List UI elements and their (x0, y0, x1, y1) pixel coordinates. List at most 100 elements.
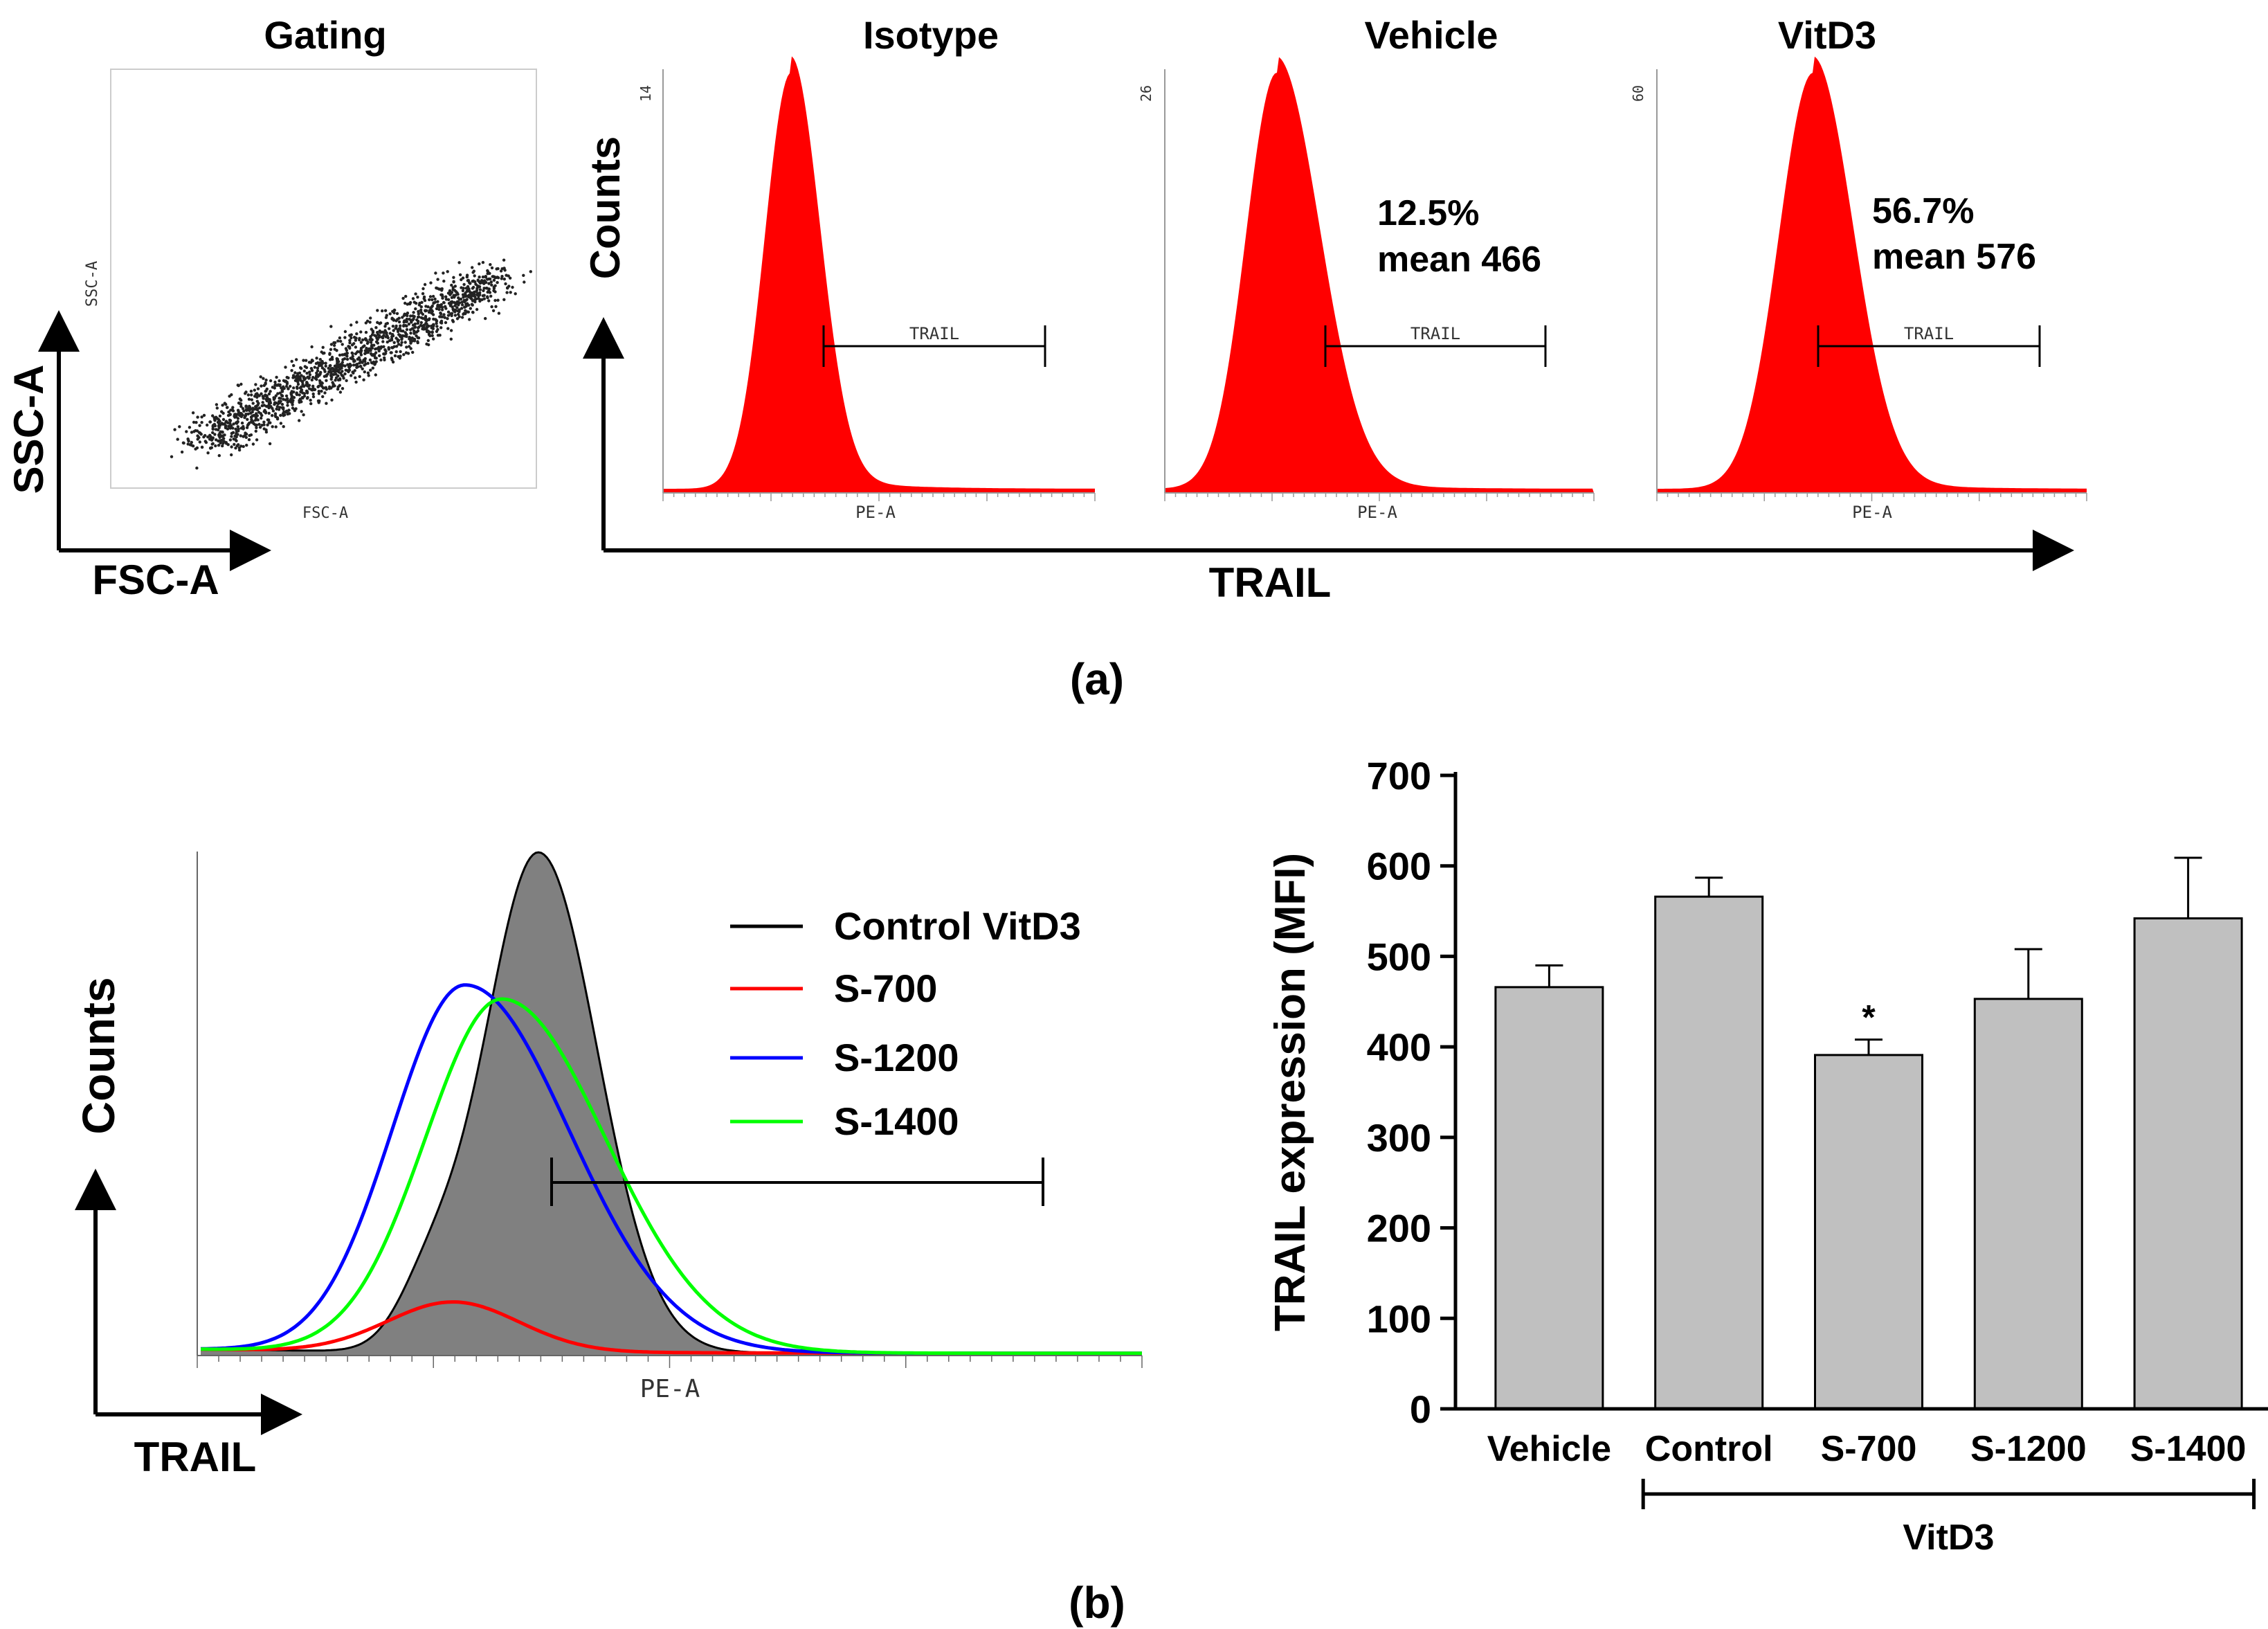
scatter-dot (170, 455, 174, 458)
vitd3-group-bracket: VitD3 (1641, 1479, 2256, 1558)
scatter-dot (465, 289, 469, 294)
scatter-dot (354, 345, 358, 349)
scatter-dot (343, 364, 347, 368)
panel-a-label: (a) (1070, 654, 1124, 704)
scatter-dot (282, 414, 285, 417)
scatter-dot (345, 352, 349, 355)
scatter-dot (388, 312, 392, 316)
scatter-dot (391, 332, 394, 336)
trail-gate: TRAIL (1817, 324, 2041, 367)
scatter-dot (282, 386, 285, 390)
scatter-dot (257, 406, 262, 410)
scatter-dot (302, 369, 306, 373)
scatter-dot (250, 417, 253, 422)
scatter-dot (264, 381, 267, 385)
gating-plot-frame (110, 69, 537, 489)
scatter-dot (366, 371, 370, 375)
scatter-dot (394, 326, 398, 330)
scatter-dot (217, 444, 221, 447)
scatter-dot (352, 371, 355, 375)
scatter-dot (176, 438, 179, 441)
scatter-dot (346, 369, 350, 372)
scatter-dot (471, 271, 475, 274)
scatter-dot (271, 425, 274, 429)
scatter-dot (439, 326, 443, 330)
scatter-dot (419, 321, 423, 325)
scatter-dot (235, 439, 238, 442)
scatter-dot (295, 375, 298, 378)
scatter-dot (432, 323, 435, 327)
scatter-dot (471, 285, 475, 289)
scatter-dot (188, 443, 192, 447)
scatter-dot (471, 303, 474, 307)
scatter-dot (354, 380, 358, 384)
scatter-dot (481, 275, 485, 279)
histogram-isotype: Isotype 14 TRAIL PE-A (637, 13, 1096, 522)
scatter-dot (380, 335, 384, 339)
y-tick-label: 200 (1367, 1207, 1431, 1250)
scatter-dot (350, 323, 353, 327)
scatter-dot (348, 339, 352, 342)
scatter-dot (296, 380, 300, 384)
scatter-dot (368, 321, 372, 324)
scatter-dot (425, 342, 428, 346)
scatter-dot (278, 397, 281, 400)
scatter-dot (298, 377, 302, 380)
scatter-dot (256, 393, 260, 397)
scatter-dot (451, 307, 455, 311)
scatter-dot (502, 277, 506, 281)
scatter-dot (406, 352, 410, 355)
scatter-dot (191, 411, 195, 415)
scatter-dot (359, 330, 363, 334)
scatter-dot (497, 312, 501, 315)
scatter-dot (395, 312, 399, 316)
gating-inner-y-label: SSC-A (84, 261, 101, 307)
scatter-dot (277, 408, 281, 411)
scatter-dot (307, 361, 311, 364)
scatter-dot (305, 359, 308, 362)
scatter-dot (417, 309, 420, 313)
scatter-dot (235, 421, 238, 424)
scatter-dot (225, 406, 229, 409)
scatter-dot (246, 424, 250, 427)
scatter-dot (484, 280, 488, 285)
scatter-dot (457, 315, 461, 318)
gating-panel: Gating FSC-A SSC-A SSC-A FSC-A (6, 13, 537, 603)
scatter-dot (411, 297, 415, 300)
scatter-dot (482, 294, 486, 297)
scatter-dot (244, 392, 247, 395)
scatter-dot (452, 276, 455, 279)
scatter-dot (491, 309, 496, 312)
overlay-histogram: PE-A Control VitD3 S-700 S-1200 S-1400 C… (73, 851, 1143, 1480)
scatter-dot (374, 360, 378, 363)
scatter-dot (421, 292, 425, 296)
scatter-dot (339, 339, 343, 343)
scatter-dot (264, 378, 268, 382)
scatter-dot (465, 298, 469, 301)
scatter-dot (390, 317, 394, 321)
scatter-dot (260, 392, 263, 395)
scatter-dot (424, 316, 428, 319)
scatter-dot (363, 344, 366, 348)
panel-b-label: (b) (1069, 1578, 1125, 1628)
scatter-dot (286, 412, 289, 416)
scatter-dot (446, 291, 451, 295)
bar-chart-bars: * (1494, 856, 2243, 1410)
scatter-dot (213, 433, 217, 436)
scatter-dot (278, 379, 281, 383)
scatter-dot (477, 294, 480, 298)
scatter-dot (248, 404, 251, 408)
scatter-dot (456, 293, 460, 296)
scatter-dot (198, 440, 201, 444)
scatter-dot (220, 438, 224, 442)
scatter-dot (385, 332, 388, 336)
scatter-dot (379, 345, 383, 349)
scatter-dot (487, 287, 491, 291)
overlay-y-axis-label: Counts (73, 977, 124, 1134)
scatter-dot (224, 420, 228, 423)
scatter-dot (316, 366, 320, 370)
scatter-dot (471, 266, 474, 269)
scatter-dot (305, 391, 309, 395)
scatter-dot (496, 280, 499, 285)
scatter-dot (302, 359, 305, 362)
